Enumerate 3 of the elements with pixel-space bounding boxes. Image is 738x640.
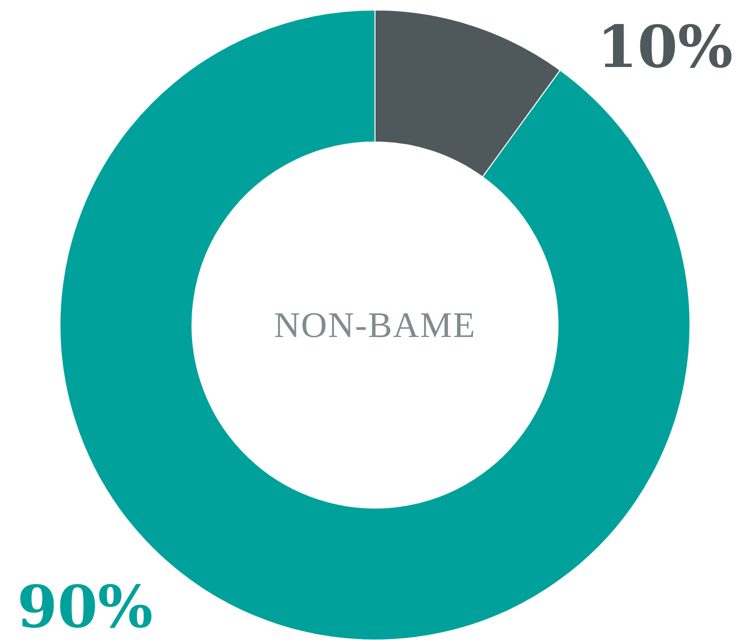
data-label: 90% — [17, 573, 153, 640]
data-label: 10% — [597, 13, 733, 81]
text: NON-BAME — [274, 305, 476, 345]
